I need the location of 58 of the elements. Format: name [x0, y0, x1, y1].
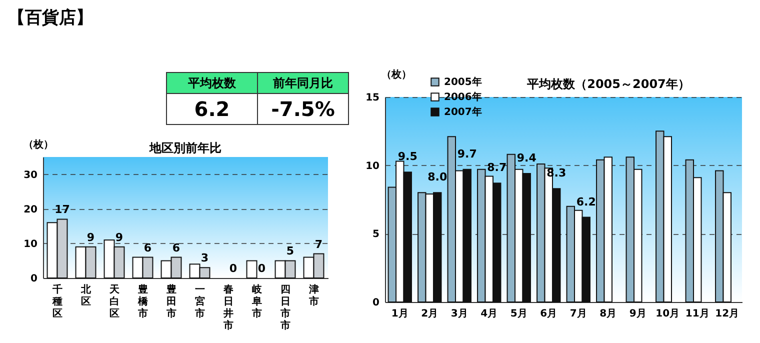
y-tick-label: 0: [372, 298, 380, 308]
x-tick-label: 12月: [715, 308, 740, 320]
x-tick-label: 春日井市: [222, 284, 234, 332]
chart-title: 地区別前年比: [148, 141, 222, 155]
data-label: 9.4: [516, 152, 537, 165]
category-label: 前年同月比: [258, 72, 348, 94]
category-label: 平均枚数: [166, 72, 258, 94]
data-label: 9: [86, 230, 95, 244]
data-label: 8.0: [428, 170, 448, 184]
x-tick-label: 千種区: [51, 284, 62, 320]
x-tick-label: 豊橋市: [136, 284, 149, 320]
data-label: 5: [286, 244, 294, 258]
data-label: 9.7: [457, 147, 477, 160]
chart-title: 平均枚数（2005～2007年）: [526, 77, 690, 91]
legend-label: 2005年: [444, 76, 482, 88]
y-tick-label: 15: [366, 92, 380, 104]
x-tick-label: 天白区: [108, 284, 120, 320]
y-tick-label: 30: [24, 170, 38, 181]
data-label: 6.2: [576, 195, 596, 208]
bar: [246, 260, 258, 278]
data-label: 7: [314, 238, 323, 251]
x-tick-label: 1月: [391, 308, 408, 320]
data-label: 0: [258, 262, 266, 275]
data-label: 3: [200, 252, 209, 265]
y-axis-title: （枚）: [24, 138, 54, 150]
data-label: 17: [54, 203, 70, 216]
x-tick-label: 11月: [685, 308, 710, 320]
x-tick-label: 8月: [600, 308, 617, 320]
x-tick-label: 豊田市: [165, 284, 176, 320]
y-tick-label: 10: [24, 238, 38, 250]
y-tick-label: 20: [24, 204, 38, 216]
data-label: 9: [115, 230, 124, 244]
y-tick-label: 5: [372, 229, 380, 240]
x-tick-label: 四日市市: [279, 284, 290, 332]
x-tick-label: 9月: [629, 308, 646, 320]
x-tick-label: 7月: [570, 308, 587, 320]
x-tick-label: 北区: [80, 284, 92, 308]
data-label: 6: [144, 241, 152, 254]
y-axis-title: （枚）: [382, 68, 412, 80]
data-label: 9.5: [398, 150, 418, 164]
x-tick-label: 10月: [656, 308, 680, 320]
x-tick-label: 6月: [540, 308, 558, 320]
text: 6.2: [166, 94, 258, 124]
y-tick-label: 0: [30, 274, 38, 284]
data-label: 8.7: [487, 161, 507, 174]
x-tick-label: 5月: [510, 308, 528, 320]
x-tick-label: 2月: [421, 308, 438, 320]
data-label: 0: [229, 262, 238, 275]
text: 【百貨店】: [8, 7, 93, 29]
x-tick-label: 一宮市: [194, 284, 205, 320]
text: -7.5%: [258, 94, 348, 124]
y-tick-label: 10: [366, 160, 380, 172]
legend-label: 2007年: [444, 106, 482, 118]
x-tick-label: 岐阜市: [250, 284, 263, 320]
x-tick-label: 4月: [480, 308, 498, 320]
x-tick-label: 3月: [450, 308, 468, 320]
data-label: 6: [172, 241, 180, 254]
x-tick-label: 津市: [308, 284, 319, 308]
